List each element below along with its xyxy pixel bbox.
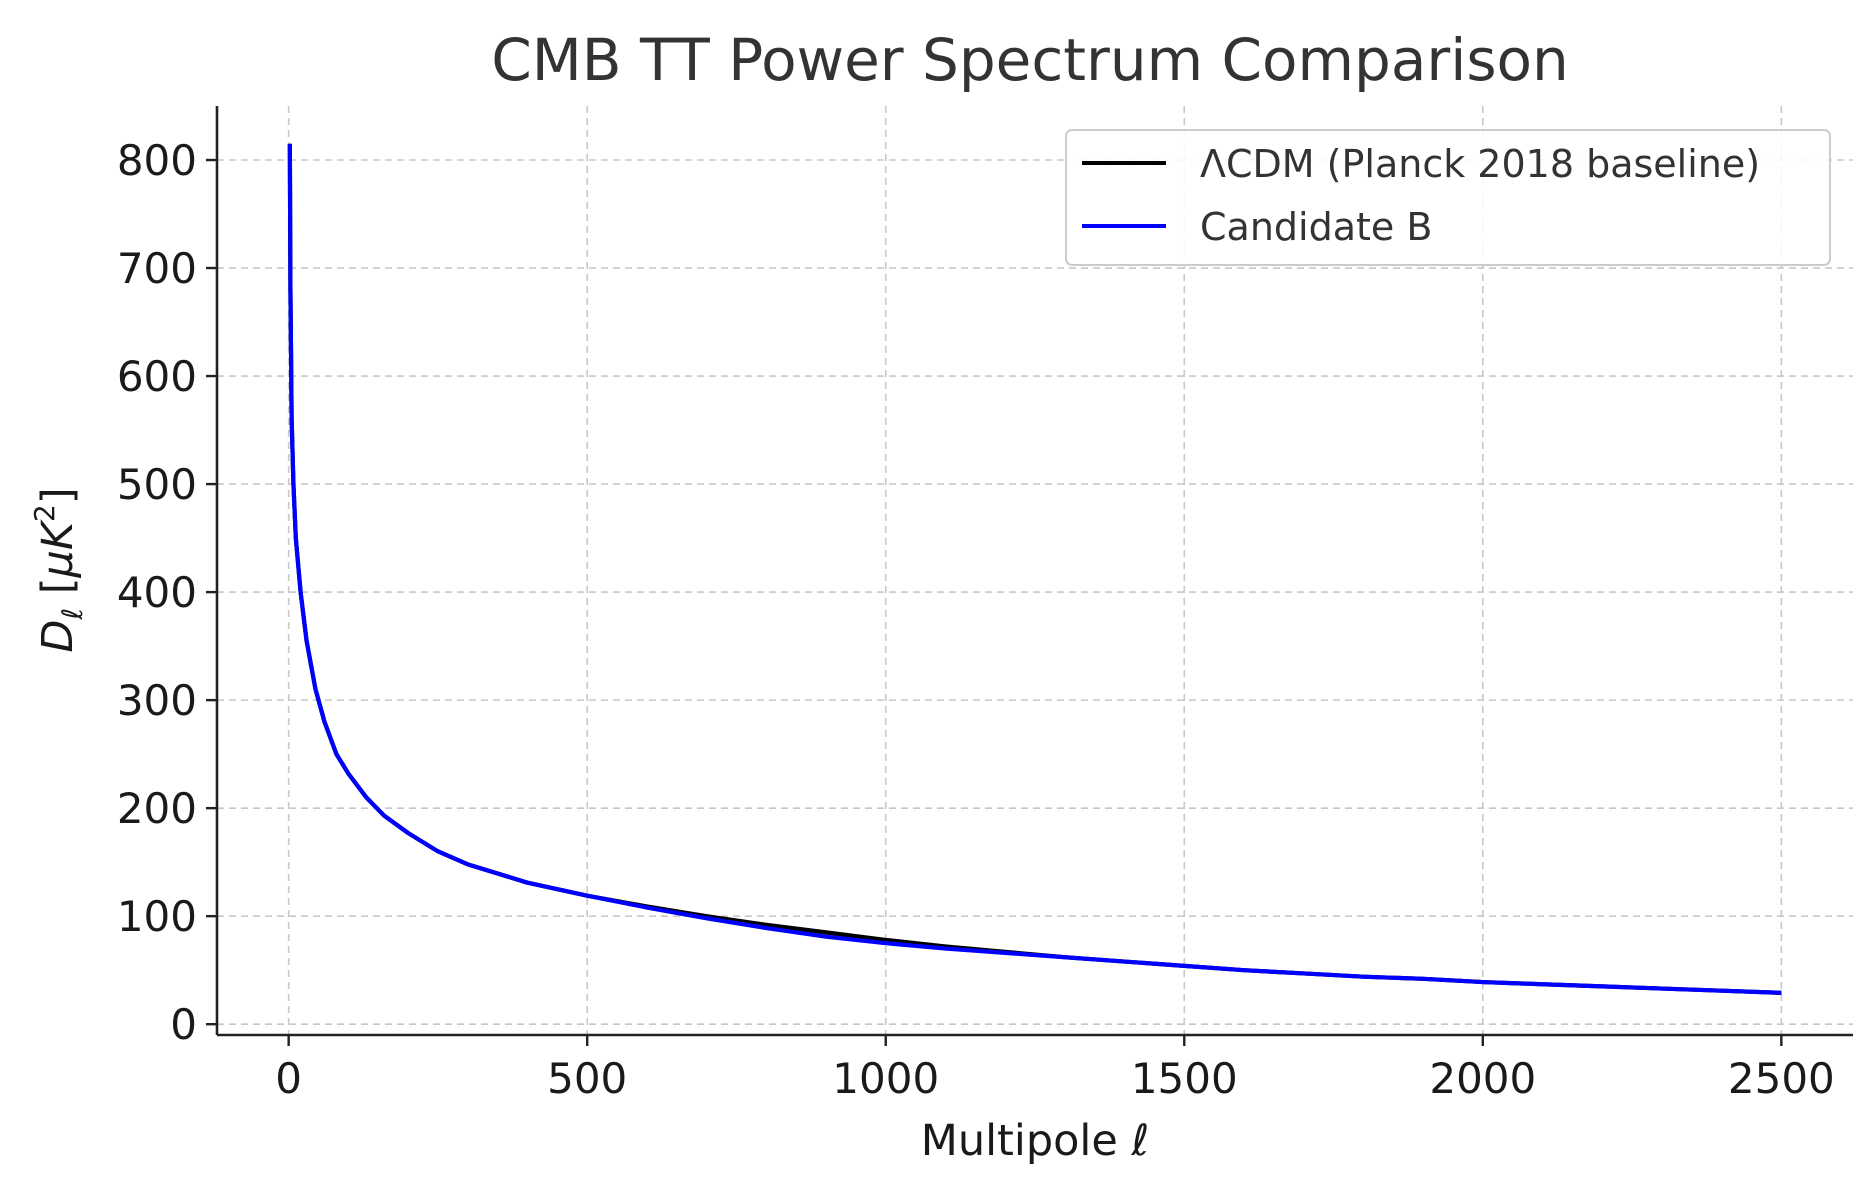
x-tick-label: 1000	[832, 1054, 939, 1103]
y-tick-label: 400	[117, 568, 197, 617]
legend-label-candidate-b: Candidate B	[1200, 205, 1432, 249]
y-tick-label: 0	[170, 1000, 197, 1049]
y-tick-label: 200	[117, 784, 197, 833]
x-tick-label: 2500	[1728, 1054, 1835, 1103]
series-lines	[287, 143, 1782, 995]
y-axis-label-close: ]	[33, 487, 83, 504]
y-axis-label: Dℓ [μK2]	[28, 487, 89, 652]
y-axis-label-sub: ℓ	[56, 608, 89, 621]
series-line-candidate-b	[287, 143, 1782, 995]
x-tick-label: 2000	[1429, 1054, 1536, 1103]
y-tick-label: 800	[117, 136, 197, 185]
y-tick-label: 500	[117, 460, 197, 509]
y-axis-label-sup: 2	[28, 504, 61, 522]
y-axis-label-mu: μ	[33, 550, 83, 578]
grid	[217, 106, 1853, 1035]
x-tick-label: 0	[275, 1054, 302, 1103]
y-axis-label-base: D	[33, 620, 83, 653]
legend-box	[1065, 129, 1831, 266]
series-line-lcdm	[287, 143, 1782, 995]
y-tick-label: 100	[117, 892, 197, 941]
y-tick-label: 600	[117, 352, 197, 401]
x-ticks: 0 500 1000 1500 2000 2500	[275, 1035, 1835, 1103]
y-tick-label: 700	[117, 244, 197, 293]
chart-title: CMB TT Power Spectrum Comparison	[491, 26, 1569, 94]
x-tick-label: 1500	[1131, 1054, 1238, 1103]
y-axis-label-k: K	[33, 518, 83, 550]
legend-label-lcdm: ΛCDM (Planck 2018 baseline)	[1200, 142, 1760, 186]
legend: ΛCDM (Planck 2018 baseline) Candidate B	[1065, 129, 1831, 266]
x-axis-label: Multipole ℓ	[921, 1116, 1150, 1166]
y-axis-label-open: [	[33, 578, 83, 608]
y-tick-label: 300	[117, 676, 197, 725]
y-ticks: 0 100 200 300 400 500 600 700 800	[117, 136, 217, 1049]
x-tick-label: 500	[547, 1054, 627, 1103]
